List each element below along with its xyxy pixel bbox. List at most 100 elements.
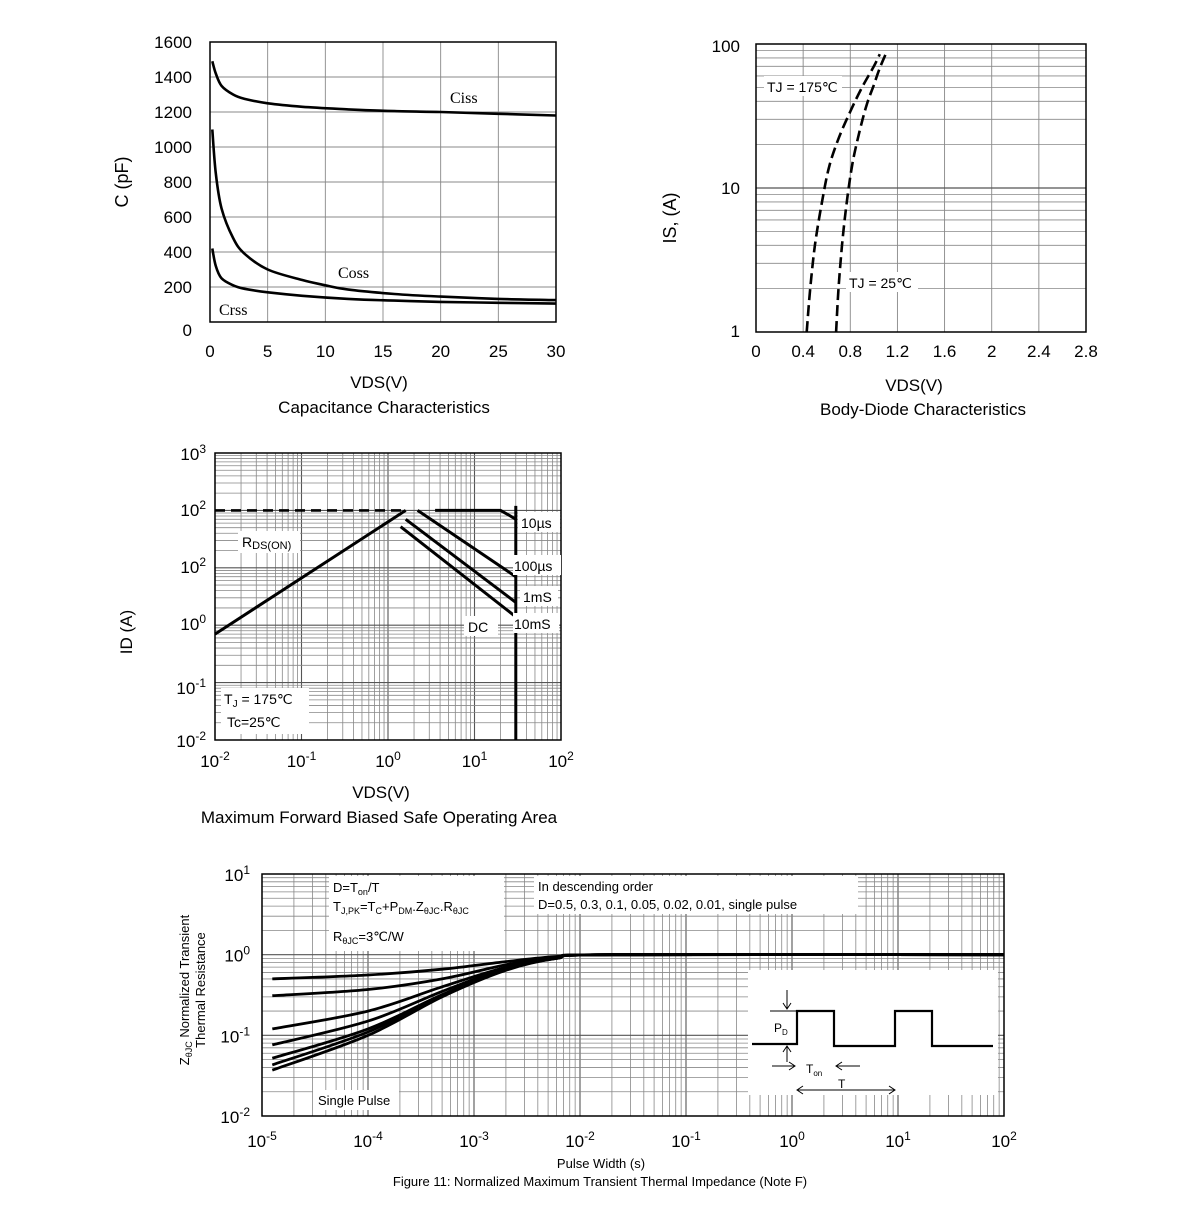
ton-label: Ton: [806, 1062, 822, 1078]
rdson-label: RDS(ON): [242, 534, 291, 552]
ten-ms-label-bg: [513, 613, 559, 633]
pd-arrowhead-up: [782, 1045, 792, 1053]
body-diode-x-tick: 2.4: [1027, 342, 1051, 361]
soa-series-10ms: [399, 525, 517, 618]
tj25-label-bg: [846, 272, 918, 292]
capacitance-series-crss: [211, 248, 557, 305]
thermal-series-single-pulse: [271, 953, 1005, 1072]
thermal-rth-value: RθJC=3℃/W: [333, 929, 404, 946]
capacitance-x-tick: 15: [374, 342, 393, 361]
pd-arrowhead-down: [782, 1002, 792, 1010]
body-diode-title: Body-Diode Characteristics: [820, 400, 1026, 419]
body-diode-series-tj175: [805, 53, 881, 333]
thermal-y-label-line1: ZθJC Normalized Transient: [177, 914, 194, 1065]
soa-y-label-text: ID (A): [117, 610, 136, 654]
soa-x-label: VDS(V): [352, 783, 410, 802]
thermal-figure-caption: Figure 11: Normalized Maximum Transient …: [393, 1174, 807, 1189]
soa-x-tick: 10-1: [287, 749, 317, 771]
thermal-y-tick: 10-1: [220, 1024, 250, 1046]
capacitance-y-tick: 200: [164, 278, 192, 297]
soa-tick-labels: 10-2 10-1 100 101 102 10-2 10-1 100 102 102 103: [176, 442, 574, 771]
capacitance-y-tick: 1400: [154, 68, 192, 87]
capacitance-y-tick: 1200: [154, 103, 192, 122]
body-diode-y-tick: 1: [731, 322, 740, 341]
thermal-tjpk-formula: TJ,PK=TC+PDM.ZθJC.RθJC: [333, 899, 469, 916]
soa-series-1ms: [404, 518, 517, 604]
capacitance-chart: 0 5 10 15 20 25 30 0 200 400 600 800 1000 1200 1400 160…: [112, 33, 565, 417]
thermal-x-tick: 10-2: [565, 1129, 595, 1151]
soa-tc-label: Tc=25℃: [227, 714, 280, 730]
body-diode-y-tick: 100: [712, 37, 740, 56]
soa-y-tick: 100: [180, 612, 206, 634]
hundred-us-label-bg: [513, 555, 561, 575]
capacitance-y-tick: 1000: [154, 138, 192, 157]
thermal-x-tick: 10-5: [247, 1129, 277, 1151]
thermal-y-tick: 10-2: [220, 1105, 250, 1127]
ton-arrowhead-left: [788, 1061, 796, 1071]
capacitance-y-tick: 800: [164, 173, 192, 192]
ciss-label: Ciss: [450, 90, 478, 107]
thermal-order-box: [534, 876, 858, 914]
soa-x-tick: 100: [375, 749, 401, 771]
pd-label: PD: [774, 1021, 788, 1037]
capacitance-x-tick: 0: [205, 342, 214, 361]
period-arrowhead-right: [888, 1085, 896, 1095]
thermal-x-tick: 10-1: [671, 1129, 701, 1151]
thermal-y-tick: 100: [224, 944, 250, 966]
body-diode-grid: [756, 44, 1086, 332]
thermal-y-tick: 101: [224, 863, 250, 885]
soa-series-10-s: [435, 508, 517, 521]
capacitance-x-tick: 20: [431, 342, 450, 361]
soa-series-rds-on-: [214, 509, 407, 636]
capacitance-y-tick: 600: [164, 208, 192, 227]
capacitance-y-label: C (pF): [112, 157, 132, 208]
capacitance-y-tick: 400: [164, 243, 192, 262]
thermal-order-line2: D=0.5, 0.3, 0.1, 0.05, 0.02, 0.01, singl…: [538, 897, 797, 912]
ten-us-label: 10µs: [521, 515, 552, 531]
single-pulse-label-bg: [313, 1090, 399, 1110]
tj175-label: TJ = 175℃: [767, 79, 838, 95]
body-diode-x-tick: 0: [751, 342, 760, 361]
body-diode-x-tick: 2.8: [1074, 342, 1098, 361]
body-diode-x-tick: 1.2: [886, 342, 910, 361]
tj175-label-bg: [764, 76, 842, 96]
capacitance-series-ciss: [211, 60, 557, 117]
thermal-x-tick: 101: [885, 1129, 911, 1151]
capacitance-x-label: VDS(V): [350, 373, 408, 392]
soa-title: Maximum Forward Biased Safe Operating Ar…: [201, 808, 558, 827]
thermal-order-line1: In descending order: [538, 879, 654, 894]
body-diode-plot-frame: [755, 43, 1087, 333]
pulse-waveform: [752, 1009, 993, 1048]
body-diode-curves: [805, 53, 887, 333]
soa-plot-frame: [214, 452, 562, 741]
one-ms-label-bg: [520, 586, 558, 606]
capacitance-y-tick: 0: [183, 321, 192, 340]
thermal-x-tick: 100: [779, 1129, 805, 1151]
thermal-formula-box: [329, 876, 504, 951]
thermal-duty-formula: D=Ton/T: [333, 880, 380, 897]
soa-x-tick: 101: [462, 749, 488, 771]
thermal-plot-frame: [261, 873, 1005, 1117]
capacitance-tick-labels: 0 5 10 15 20 25 30 0 200 400 600 800 1000 1200 1400 160…: [154, 33, 565, 361]
period-label: T: [838, 1077, 846, 1091]
ten-us-label-bg: [518, 512, 560, 532]
thermal-tick-labels: 10-5 10-4 10-3 10-2 10-1 100 101 102 10-2 10-1 100…: [220, 863, 1017, 1151]
ton-arrowhead-right: [835, 1061, 843, 1071]
soa-y-tick: 103: [180, 442, 206, 464]
body-diode-tick-labels: 0 0.4 0.8 1.2 1.6 2 2.4 2.8 1 10 100: [712, 37, 1098, 361]
body-diode-chart: 0 0.4 0.8 1.2 1.6 2 2.4 2.8 1 10 100 IS, (A) VDS(V…: [660, 37, 1098, 419]
soa-conditions-bg: [221, 688, 309, 734]
body-diode-x-tick: 0.8: [838, 342, 862, 361]
rdson-label-bg: [238, 531, 300, 553]
soa-y-tick: 10-1: [176, 676, 206, 698]
soa-y-tick: 102: [180, 498, 206, 520]
thermal-x-tick: 10-4: [353, 1129, 383, 1151]
body-diode-y-tick: 10: [721, 179, 740, 198]
pulse-diagram-bg: [748, 970, 998, 1095]
soa-y-label: ID (A): [117, 610, 136, 654]
capacitance-x-tick: 10: [316, 342, 335, 361]
soa-series-100-s: [416, 509, 517, 578]
capacitance-y-tick: 1600: [154, 33, 192, 52]
soa-y-tick: 102: [180, 555, 206, 577]
body-diode-x-label: VDS(V): [885, 376, 943, 395]
